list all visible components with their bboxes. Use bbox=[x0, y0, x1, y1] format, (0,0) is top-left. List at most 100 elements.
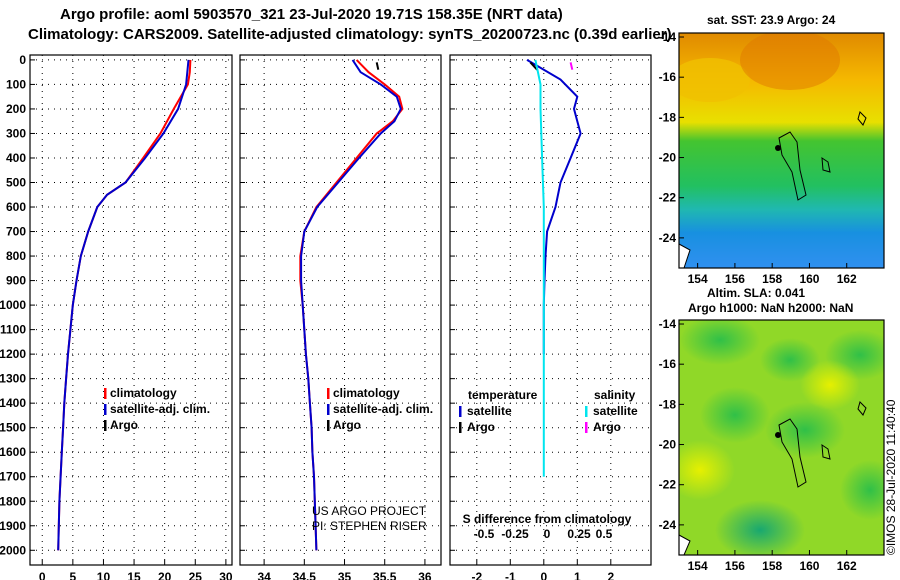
s-axis-label: 0.5 bbox=[596, 527, 613, 541]
sla-map-ticks: 154 156 158 160 162 -14 -16 -18 -20 -22 -24 bbox=[659, 317, 857, 573]
island-outline bbox=[821, 444, 831, 460]
map-y-tick-label: -18 bbox=[659, 110, 677, 124]
x-tick-label: 10 bbox=[97, 570, 111, 580]
sla-blob bbox=[700, 387, 770, 443]
map-y-tick-label: -16 bbox=[659, 70, 677, 84]
salinity-panel: 3434.53535.536salinityclimatologysatelli… bbox=[239, 54, 442, 580]
series-line-climatology bbox=[299, 59, 404, 551]
y-tick-label: 1100 bbox=[0, 323, 26, 337]
sst-map: sat. SST: 23.9 Argo: 24 154 156 158 160 162 -… bbox=[659, 13, 885, 286]
imos-credit: ©IMOS 28-Jul-2020 11:40:40 bbox=[884, 399, 898, 555]
legend-swatch bbox=[104, 404, 107, 415]
map-y-tick-label: -24 bbox=[659, 518, 677, 532]
map-x-tick-label: 156 bbox=[725, 272, 745, 286]
title-line-2: Climatology: CARS2009. Satellite-adjuste… bbox=[28, 26, 672, 43]
y-tick-label: 400 bbox=[6, 151, 26, 165]
series-line-salinity-argo bbox=[569, 62, 574, 70]
new-caledonia-outline bbox=[778, 418, 807, 488]
x-tick-label: 35.5 bbox=[373, 570, 397, 580]
s-axis-title: S difference from climatology bbox=[463, 512, 632, 526]
sla-map-frame bbox=[678, 319, 885, 556]
australia-coast bbox=[679, 534, 691, 555]
sla-map-subtitle: Argo h1000: NaN h2000: NaN bbox=[688, 301, 853, 315]
legend-label: satellite bbox=[593, 404, 638, 418]
legend-swatch bbox=[327, 388, 330, 399]
x-tick-label: 0 bbox=[39, 570, 46, 580]
x-tick-label: -1 bbox=[505, 570, 516, 580]
legend-swatch bbox=[104, 420, 107, 431]
s-axis-label: -0.25 bbox=[501, 527, 529, 541]
series-line-argo bbox=[375, 62, 380, 70]
title-line-1: Argo profile: aoml 5903570_321 23-Jul-20… bbox=[60, 6, 563, 23]
temperature-panel: 0100200300400500600700800900100011001200… bbox=[0, 53, 233, 580]
y-tick-label: 1400 bbox=[0, 396, 26, 410]
x-tick-label: 15 bbox=[127, 570, 141, 580]
x-tick-label: 20 bbox=[158, 570, 172, 580]
legend-label: Argo bbox=[110, 418, 138, 432]
x-tick-label: 34 bbox=[257, 570, 271, 580]
y-tick-label: 800 bbox=[6, 249, 26, 263]
sla-map: Altim. SLA: 0.041 Argo h1000: NaN h2000:… bbox=[659, 286, 885, 573]
argo-position-marker bbox=[775, 432, 781, 438]
legend-header-salinity: salinity bbox=[594, 388, 636, 402]
legend-swatch bbox=[459, 406, 462, 417]
legend-swatch bbox=[104, 388, 107, 399]
s-axis-label: 0 bbox=[544, 527, 551, 541]
x-tick-label: 35 bbox=[338, 570, 352, 580]
map-y-tick-label: -24 bbox=[659, 231, 677, 245]
x-tick-label: 34.5 bbox=[293, 570, 317, 580]
sst-warm-patch bbox=[679, 58, 750, 102]
map-x-tick-label: 162 bbox=[837, 559, 857, 573]
x-tick-label: 2 bbox=[607, 570, 614, 580]
reef-outline bbox=[857, 401, 867, 416]
panel-frame bbox=[29, 54, 233, 566]
s-axis-label: 0.25 bbox=[567, 527, 591, 541]
x-tick-label: -2 bbox=[471, 570, 482, 580]
map-x-tick-label: 158 bbox=[762, 272, 782, 286]
y-tick-label: 600 bbox=[6, 200, 26, 214]
y-tick-label: 1300 bbox=[0, 372, 26, 386]
map-y-tick-label: -22 bbox=[659, 478, 677, 492]
map-x-tick-label: 158 bbox=[762, 559, 782, 573]
panel-frame bbox=[449, 54, 652, 566]
map-x-tick-label: 160 bbox=[799, 559, 819, 573]
legend-label: satellite-adj. clim. bbox=[110, 402, 210, 416]
map-y-tick-label: -18 bbox=[659, 397, 677, 411]
map-y-tick-label: -22 bbox=[659, 191, 677, 205]
sla-blob bbox=[765, 402, 845, 458]
legend-swatch bbox=[585, 422, 588, 433]
y-tick-label: 1500 bbox=[0, 421, 26, 435]
legend-label: Argo bbox=[593, 420, 621, 434]
panel-frame bbox=[239, 54, 442, 566]
series-line-salinity-satellite bbox=[534, 59, 545, 477]
x-tick-label: 0 bbox=[540, 570, 547, 580]
legend-label: climatology bbox=[110, 386, 177, 400]
sla-blob bbox=[680, 320, 760, 365]
map-x-tick-label: 162 bbox=[837, 272, 857, 286]
map-x-tick-label: 154 bbox=[688, 272, 708, 286]
series-line-satellite-adj-clim- bbox=[57, 59, 190, 551]
sst-map-ticks: 154 156 158 160 162 -14 -16 -18 -20 -22 -24 bbox=[659, 30, 857, 286]
y-tick-label: 1200 bbox=[0, 347, 26, 361]
sla-blob bbox=[760, 338, 820, 382]
x-tick-label: 30 bbox=[219, 570, 233, 580]
series-line-temperature-argo bbox=[529, 61, 538, 71]
map-x-tick-label: 154 bbox=[688, 559, 708, 573]
legend-swatch bbox=[327, 404, 330, 415]
legend-swatch bbox=[585, 406, 588, 417]
x-tick-label: 25 bbox=[189, 570, 203, 580]
map-x-tick-label: 156 bbox=[725, 559, 745, 573]
project-credit: US ARGO PROJECT PI: STEPHEN RISER bbox=[312, 504, 427, 533]
map-y-tick-label: -20 bbox=[659, 438, 677, 452]
australia-coast bbox=[679, 243, 691, 268]
project-pi: PI: STEPHEN RISER bbox=[312, 519, 427, 533]
map-y-tick-label: -20 bbox=[659, 151, 677, 165]
sla-blob bbox=[800, 360, 860, 410]
y-tick-label: 100 bbox=[6, 77, 26, 91]
island-outline bbox=[821, 157, 831, 173]
legend-swatch bbox=[327, 420, 330, 431]
map-y-tick-label: -16 bbox=[659, 357, 677, 371]
sst-hot-patch bbox=[740, 33, 840, 90]
legend-label: satellite bbox=[467, 404, 512, 418]
legend-label: Argo bbox=[467, 420, 495, 434]
